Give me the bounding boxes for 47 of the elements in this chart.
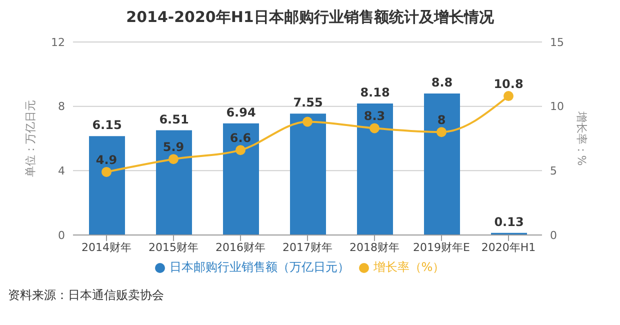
- data-label: 8.8: [431, 75, 453, 90]
- y2-tick-label: 5: [550, 164, 557, 178]
- data-label: 0.13: [494, 214, 524, 229]
- y2-tick-label: 15: [550, 36, 564, 49]
- point: [504, 91, 514, 102]
- chart-title: 2014-2020年H1日本邮购行业销售额统计及增长情况: [125, 8, 495, 28]
- point: [168, 154, 178, 164]
- data-label: 8.3: [364, 109, 386, 124]
- legend-label: 日本邮购行业销售额（万亿日元）: [169, 260, 350, 274]
- y2-tick-label: 0: [550, 228, 557, 242]
- point: [436, 127, 446, 138]
- point: [236, 145, 246, 156]
- x-tick-label: 2015财年: [148, 240, 198, 254]
- data-label: 6.6: [230, 131, 252, 146]
- bar: [223, 123, 259, 235]
- data-label: 8: [437, 113, 446, 128]
- bar: [424, 93, 460, 235]
- y-tick-label: 12: [51, 36, 65, 49]
- data-label: 6.94: [226, 105, 256, 120]
- x-tick-label: 2014财年: [82, 240, 132, 254]
- data-label: 10.8: [494, 77, 524, 92]
- bar: [357, 103, 393, 235]
- y-tick-label: 8: [58, 100, 65, 114]
- y2-tick-label: 10: [550, 100, 564, 114]
- data-label: 6.51: [159, 112, 189, 126]
- legend-label: 增长率（%）: [373, 260, 445, 274]
- data-label: 8.18: [360, 85, 390, 100]
- y-tick-label: 0: [58, 228, 65, 242]
- data-label: 7.55: [293, 96, 323, 110]
- bar: [89, 136, 125, 235]
- point: [302, 116, 312, 127]
- x-tick-label: 2017财年: [282, 240, 332, 254]
- x-tick-label: 2019财年E: [413, 240, 470, 254]
- text: 资料来源：日本通信贩卖协会: [8, 287, 165, 304]
- x-tick-label: 2016财年: [216, 240, 266, 254]
- x-tick-label: 2018财年: [350, 240, 400, 254]
- data-label: 4.9: [96, 152, 118, 167]
- y2-axis-title: 增长率：%: [575, 110, 588, 166]
- point: [370, 123, 380, 134]
- data-label: 5.9: [162, 140, 184, 154]
- bar: [156, 130, 192, 235]
- data-label: 6.15: [92, 118, 122, 132]
- bar: [290, 114, 326, 235]
- y-tick-label: 4: [58, 164, 65, 178]
- x-tick-label: 2020年H1: [481, 240, 536, 254]
- point: [102, 166, 112, 177]
- y-axis-title: 单位：万亿日元: [24, 100, 37, 177]
